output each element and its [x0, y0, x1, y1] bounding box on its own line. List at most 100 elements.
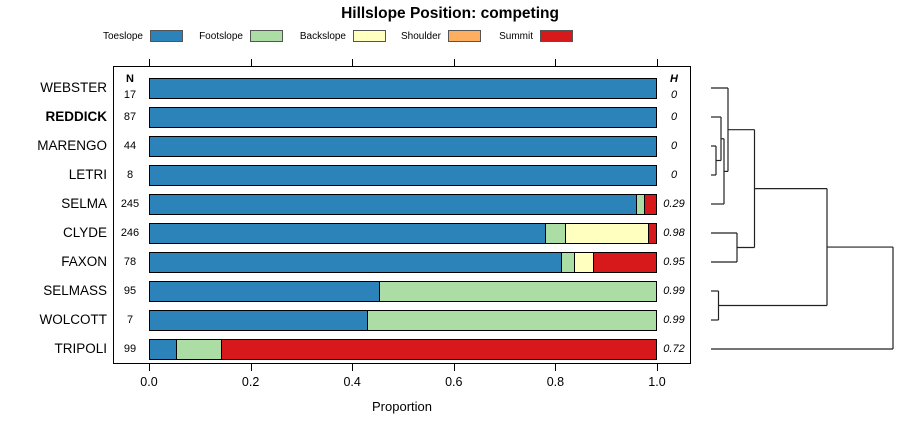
x-axis-tick-bottom: [555, 364, 557, 371]
x-axis-tick-top: [250, 59, 252, 66]
bar-segment-summit: [647, 223, 656, 243]
series-label-selma: SELMA: [61, 196, 107, 211]
h-value: 0.29: [663, 198, 685, 210]
n-value: 8: [126, 169, 134, 181]
h-value: 0: [670, 169, 678, 181]
bar-tripoli: [149, 338, 657, 360]
bar-faxon: [149, 251, 657, 273]
series-label-webster: WEBSTER: [40, 80, 107, 95]
series-label-letri: LETRI: [68, 167, 107, 182]
x-axis-tick-bottom: [657, 364, 658, 371]
n-value: 246: [120, 227, 140, 239]
bar-wolcott: [149, 309, 657, 331]
series-label-wolcott: WOLCOTT: [39, 312, 108, 327]
bar-segment-summit: [221, 339, 656, 359]
bar-segment-toeslope: [150, 339, 176, 359]
bar-selma: [149, 193, 657, 215]
series-label-faxon: FAXON: [61, 254, 107, 269]
x-axis-tick-label: 0.4: [343, 375, 361, 389]
bar-segment-footslope: [175, 339, 222, 359]
legend-label: Backslope: [299, 30, 346, 42]
bar-segment-footslope: [560, 252, 574, 272]
bar-segment-toeslope: [150, 136, 656, 156]
legend-swatch-backslope: [353, 30, 386, 42]
n-value: 245: [120, 198, 140, 210]
legend-label: Toeslope: [102, 30, 143, 42]
bar-segment-toeslope: [150, 78, 656, 98]
legend-swatch-toeslope: [150, 30, 183, 42]
bar-segment-toeslope: [150, 223, 546, 243]
legend-label: Summit: [499, 30, 533, 42]
h-value: 0: [670, 89, 678, 101]
x-axis-tick-top: [555, 59, 557, 66]
n-value: 87: [123, 111, 137, 123]
bar-segment-backslope: [565, 223, 648, 243]
bar-segment-toeslope: [150, 107, 656, 127]
bar-segment-toeslope: [150, 252, 561, 272]
legend-label: Footslope: [199, 30, 243, 42]
legend-swatch-shoulder: [448, 30, 481, 42]
bar-segment-toeslope: [150, 310, 368, 330]
x-axis-tick-top: [453, 59, 455, 66]
bar-segment-footslope: [545, 223, 566, 243]
bar-segment-footslope: [367, 310, 656, 330]
n-value: 44: [123, 140, 137, 152]
x-axis-tick-bottom: [250, 364, 252, 371]
h-value: 0: [670, 111, 678, 123]
h-value: 0: [670, 140, 678, 152]
n-value: 95: [123, 285, 137, 297]
series-label-reddick: REDDICK: [45, 109, 107, 124]
legend-label: Shoulder: [400, 30, 441, 42]
legend-swatch-summit: [540, 30, 573, 42]
series-label-selmass: SELMASS: [43, 283, 107, 298]
series-label-tripoli: TRIPOLI: [54, 341, 107, 356]
legend-item-shoulder: Shoulder: [368, 29, 481, 43]
bar-clyde: [149, 222, 657, 244]
bar-segment-toeslope: [150, 165, 656, 185]
bar-letri: [149, 164, 657, 186]
x-axis-tick-top: [149, 59, 150, 66]
n-value: 78: [123, 256, 137, 268]
bar-segment-footslope: [379, 281, 656, 301]
h-value: 0.99: [663, 285, 685, 297]
series-label-marengo: MARENGO: [37, 138, 107, 153]
bar-segment-summit: [643, 194, 656, 214]
n-value: 7: [126, 314, 134, 326]
bar-segment-summit: [593, 252, 656, 272]
bar-segment-toeslope: [150, 194, 636, 214]
plot-area: [113, 66, 691, 364]
legend-swatch-footslope: [250, 30, 283, 42]
legend-item-footslope: Footslope: [170, 29, 283, 43]
h-value: 0.99: [663, 314, 685, 326]
x-axis-tick-top: [352, 59, 354, 66]
bar-selmass: [149, 280, 657, 302]
legend-item-backslope: Backslope: [273, 29, 386, 43]
x-axis-tick-label: 0.0: [140, 375, 158, 389]
x-axis-tick-bottom: [453, 364, 455, 371]
n-value: 17: [123, 89, 137, 101]
h-value: 0.72: [663, 343, 685, 355]
x-axis-tick-bottom: [149, 364, 150, 371]
bar-segment-footslope: [635, 194, 644, 214]
series-label-clyde: CLYDE: [62, 225, 107, 240]
x-axis-tick-label: 0.8: [546, 375, 565, 389]
x-axis-title: Proportion: [372, 399, 432, 414]
x-axis-tick-label: 1.0: [648, 375, 666, 389]
bar-segment-backslope: [574, 252, 594, 272]
x-axis-tick-bottom: [352, 364, 354, 371]
bar-segment-toeslope: [150, 281, 380, 301]
n-value: 99: [123, 343, 137, 355]
legend-item-toeslope: Toeslope: [70, 29, 183, 43]
x-axis-tick-label: 0.6: [445, 375, 463, 389]
h-value: 0.95: [663, 256, 685, 268]
chart-title: Hillslope Position: competing: [341, 5, 559, 22]
n-column-header: N: [126, 73, 134, 85]
bar-webster: [149, 77, 657, 99]
x-axis-tick-top: [657, 59, 658, 66]
h-value: 0.98: [663, 227, 685, 239]
bar-reddick: [149, 106, 657, 128]
x-axis-tick-label: 0.2: [241, 375, 260, 389]
h-column-header: H: [670, 73, 678, 85]
bar-marengo: [149, 135, 657, 157]
